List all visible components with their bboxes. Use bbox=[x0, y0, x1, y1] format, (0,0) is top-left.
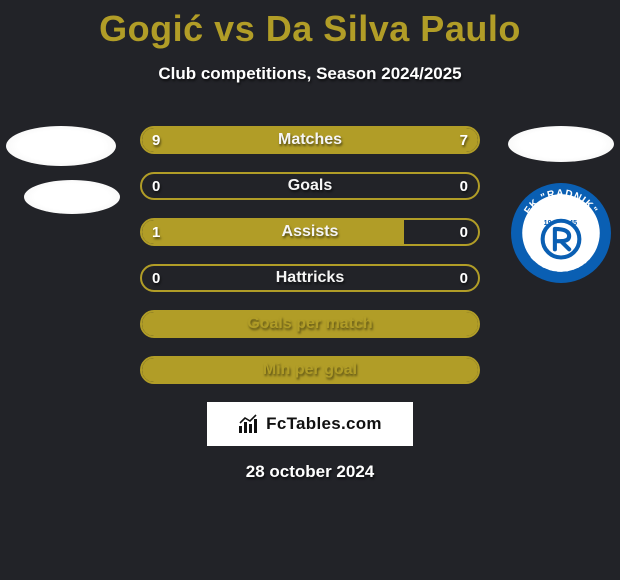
brand-text: FcTables.com bbox=[266, 414, 382, 434]
brand-chart-icon bbox=[238, 414, 260, 434]
date-text: 28 october 2024 bbox=[0, 462, 620, 482]
player-right-badge-1 bbox=[508, 126, 614, 162]
stat-row: 97Matches bbox=[140, 126, 480, 154]
stat-row: 10Assists bbox=[140, 218, 480, 246]
stat-row: Min per goal bbox=[140, 356, 480, 384]
stat-label: Matches bbox=[142, 128, 478, 152]
stat-row: 00Goals bbox=[140, 172, 480, 200]
player-left-badge-2 bbox=[24, 180, 120, 214]
page-subtitle: Club competitions, Season 2024/2025 bbox=[0, 64, 620, 84]
stat-label: Goals per match bbox=[142, 312, 478, 336]
stat-row: 00Hattricks bbox=[140, 264, 480, 292]
stat-label: Hattricks bbox=[142, 266, 478, 290]
stat-label: Goals bbox=[142, 174, 478, 198]
svg-text:19: 19 bbox=[544, 219, 552, 227]
svg-text:45: 45 bbox=[569, 219, 577, 227]
comparison-area: FK "RADNIK" BIJELJINA 19 45 97Matches 00G… bbox=[0, 126, 620, 482]
player-left-badge-1 bbox=[6, 126, 116, 166]
stat-rows: 97Matches 00Goals 10Assists 00Hattricks Goal… bbox=[140, 126, 480, 384]
club-badge-right: FK "RADNIK" BIJELJINA 19 45 bbox=[510, 182, 612, 284]
brand-box: FcTables.com bbox=[207, 402, 413, 446]
stat-label: Min per goal bbox=[142, 358, 478, 382]
stat-row: Goals per match bbox=[140, 310, 480, 338]
page-title: Gogić vs Da Silva Paulo bbox=[0, 0, 620, 50]
stat-label: Assists bbox=[142, 220, 478, 244]
